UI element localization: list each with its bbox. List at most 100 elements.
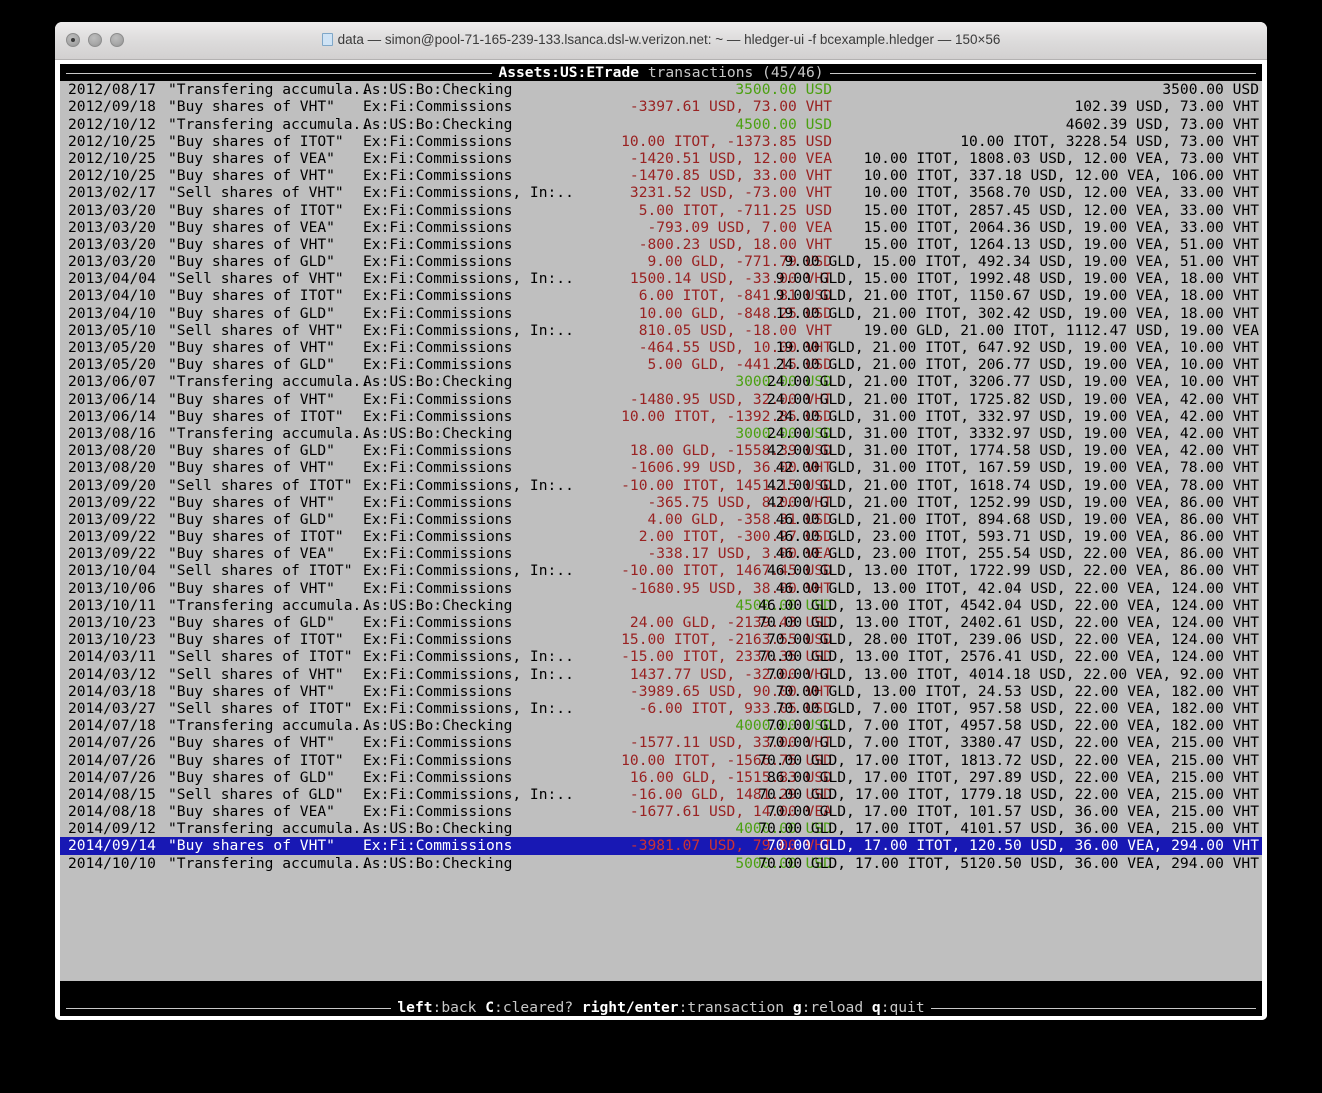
row-date: 2012/08/17 [68, 81, 156, 99]
table-row[interactable]: 2014/03/18 "Buy shares of VHT" Ex:Fi:Commi… [60, 683, 1262, 700]
table-row[interactable]: 2014/09/14 "Buy shares of VHT" Ex:Fi:Commi… [60, 837, 1262, 855]
status-key[interactable]: q [871, 998, 881, 1016]
table-row[interactable]: 2013/08/16 "Transfering accumula.. As:US:B… [60, 425, 1262, 442]
table-row[interactable]: 2013/10/23 "Buy shares of GLD" Ex:Fi:Commi… [60, 614, 1262, 631]
header-account: Assets:US:ETrade [498, 64, 640, 81]
table-row[interactable]: 2013/09/22 "Buy shares of VHT" Ex:Fi:Commi… [60, 494, 1262, 511]
status-key[interactable]: g [792, 998, 802, 1016]
table-row[interactable]: 2013/06/14 "Buy shares of ITOT" Ex:Fi:Comm… [60, 408, 1262, 425]
zoom-button[interactable] [110, 33, 124, 47]
table-row[interactable]: 2014/07/26 "Buy shares of VHT" Ex:Fi:Commi… [60, 734, 1262, 751]
table-row[interactable]: 2014/10/10 "Transfering accumula.. As:US:B… [60, 855, 1262, 872]
table-row[interactable]: 2012/09/18 "Buy shares of VHT" Ex:Fi:Commi… [60, 98, 1262, 115]
table-row[interactable]: 2013/03/20 "Buy shares of ITOT" Ex:Fi:Comm… [60, 202, 1262, 219]
table-row[interactable]: 2014/07/18 "Transfering accumula.. As:US:B… [60, 717, 1262, 734]
row-balance: 15.00 ITOT, 2064.36 USD, 19.00 VEA, 33.0… [863, 218, 1259, 236]
table-row[interactable]: 2013/06/07 "Transfering accumula.. As:US:B… [60, 373, 1262, 390]
row-balance: 70.00 GLD, 17.00 ITOT, 120.50 USD, 36.00… [766, 837, 1259, 855]
table-row[interactable]: 2012/10/25 "Buy shares of VHT" Ex:Fi:Commi… [60, 167, 1262, 184]
table-row[interactable]: 2014/03/11 "Sell shares of ITOT" Ex:Fi:Com… [60, 648, 1262, 665]
minimize-button[interactable] [88, 33, 102, 47]
table-row[interactable]: 2014/08/18 "Buy shares of VEA" Ex:Fi:Commi… [60, 803, 1262, 820]
row-date: 2013/10/04 [68, 562, 156, 580]
table-row[interactable]: 2013/03/20 "Buy shares of GLD" Ex:Fi:Commi… [60, 253, 1262, 270]
close-button[interactable] [66, 33, 80, 47]
status-key[interactable]: right/enter [581, 998, 679, 1016]
row-date: 2014/07/18 [68, 717, 156, 735]
table-row[interactable]: 2012/10/25 "Buy shares of VEA" Ex:Fi:Commi… [60, 150, 1262, 167]
row-account: Ex:Fi:Commissions, In:.. [363, 184, 574, 202]
table-row[interactable]: 2013/09/22 "Buy shares of GLD" Ex:Fi:Commi… [60, 511, 1262, 528]
row-description: "Buy shares of GLD" [168, 442, 335, 460]
table-row[interactable]: 2013/09/22 "Buy shares of ITOT" Ex:Fi:Comm… [60, 528, 1262, 545]
table-row[interactable]: 2014/09/12 "Transfering accumula.. As:US:B… [60, 820, 1262, 837]
table-row[interactable]: 2013/04/10 "Buy shares of GLD" Ex:Fi:Commi… [60, 305, 1262, 322]
row-date: 2013/10/23 [68, 631, 156, 649]
row-date: 2014/09/12 [68, 820, 156, 838]
row-description: "Buy shares of VHT" [168, 734, 335, 752]
row-amount: 4000.00 USD [735, 820, 832, 838]
row-date: 2013/05/20 [68, 356, 156, 374]
window-titlebar[interactable]: data — simon@pool-71-165-239-133.lsanca.… [55, 22, 1267, 60]
row-account: As:US:Bo:Checking [363, 81, 513, 99]
table-row[interactable]: 2013/10/23 "Buy shares of ITOT" Ex:Fi:Comm… [60, 631, 1262, 648]
row-date: 2014/07/26 [68, 768, 156, 786]
window-controls[interactable] [66, 33, 124, 47]
table-row[interactable]: 2014/08/15 "Sell shares of GLD" Ex:Fi:Comm… [60, 786, 1262, 803]
row-amount: -1480.95 USD, 32.00 VHT [629, 390, 832, 408]
table-row[interactable]: 2013/04/10 "Buy shares of ITOT" Ex:Fi:Comm… [60, 287, 1262, 304]
row-amount: -16.00 GLD, 1481.29 USD [629, 785, 832, 803]
table-row[interactable]: 2012/08/17 "Transfering accumula.. As:US:B… [60, 81, 1262, 98]
row-balance: 70.00 GLD, 17.00 ITOT, 4101.57 USD, 36.0… [758, 820, 1259, 838]
table-row[interactable]: 2014/03/27 "Sell shares of ITOT" Ex:Fi:Com… [60, 700, 1262, 717]
window-title: data — simon@pool-71-165-239-133.lsanca.… [55, 32, 1267, 47]
row-amount: 3231.52 USD, -73.00 VHT [629, 184, 832, 202]
table-row[interactable]: 2013/03/20 "Buy shares of VEA" Ex:Fi:Commi… [60, 219, 1262, 236]
row-description: "Sell shares of ITOT" [168, 699, 353, 717]
table-row[interactable]: 2013/10/06 "Buy shares of VHT" Ex:Fi:Commi… [60, 580, 1262, 597]
row-description: "Buy shares of VEA" [168, 803, 335, 821]
row-description: "Transfering accumula.. [168, 717, 371, 735]
row-description: "Buy shares of GLD" [168, 356, 335, 374]
row-account: Ex:Fi:Commissions, In:.. [363, 270, 574, 288]
row-balance: 9.00 GLD, 15.00 ITOT, 1992.48 USD, 19.00… [775, 270, 1259, 288]
table-row[interactable]: 2014/03/12 "Sell shares of VHT" Ex:Fi:Comm… [60, 666, 1262, 683]
row-amount: 5000.00 USD [735, 854, 832, 872]
table-row[interactable]: 2012/10/12 "Transfering accumula.. As:US:B… [60, 116, 1262, 133]
row-date: 2013/09/20 [68, 476, 156, 494]
row-amount: -10.00 ITOT, 1451.15 USD [621, 476, 832, 494]
table-row[interactable]: 2012/10/25 "Buy shares of ITOT" Ex:Fi:Comm… [60, 133, 1262, 150]
bottom-bars: left:back C:cleared? right/enter:transac… [60, 981, 1262, 1016]
table-row[interactable]: 2013/05/20 "Buy shares of GLD" Ex:Fi:Commi… [60, 356, 1262, 373]
row-description: "Buy shares of ITOT" [168, 201, 344, 219]
table-row[interactable]: 2013/04/04 "Sell shares of VHT" Ex:Fi:Comm… [60, 270, 1262, 287]
row-amount: -1470.85 USD, 33.00 VHT [629, 167, 832, 185]
row-description: "Buy shares of VHT" [168, 339, 335, 356]
status-bar-items[interactable]: left:back C:cleared? right/enter:transac… [397, 999, 924, 1016]
table-row[interactable]: 2013/06/14 "Buy shares of VHT" Ex:Fi:Commi… [60, 391, 1262, 408]
row-account: Ex:Fi:Commissions [363, 493, 513, 511]
row-balance: 24.00 GLD, 21.00 ITOT, 3206.77 USD, 19.0… [766, 373, 1259, 391]
transactions-table[interactable]: 2012/08/17 "Transfering accumula.. As:US:B… [60, 81, 1262, 982]
table-row[interactable]: 2014/07/26 "Buy shares of ITOT" Ex:Fi:Comm… [60, 752, 1262, 769]
terminal-screen: Assets:US:ETrade transactions (45/46) 20… [60, 64, 1262, 1016]
row-amount: -3989.65 USD, 90.00 VHT [629, 682, 832, 700]
table-row[interactable]: 2013/08/20 "Buy shares of GLD" Ex:Fi:Commi… [60, 442, 1262, 459]
row-description: "Transfering accumula.. [168, 854, 371, 872]
table-row[interactable]: 2013/05/10 "Sell shares of VHT" Ex:Fi:Comm… [60, 322, 1262, 339]
table-row[interactable]: 2013/10/11 "Transfering accumula.. As:US:B… [60, 597, 1262, 614]
row-description: "Buy shares of GLD" [168, 510, 335, 528]
status-key[interactable]: C [485, 998, 495, 1016]
table-row[interactable]: 2013/08/20 "Buy shares of VHT" Ex:Fi:Commi… [60, 459, 1262, 476]
row-balance: 46.00 GLD, 23.00 ITOT, 593.71 USD, 19.00… [775, 528, 1259, 546]
table-row[interactable]: 2013/09/20 "Sell shares of ITOT" Ex:Fi:Com… [60, 477, 1262, 494]
table-row[interactable]: 2013/10/04 "Sell shares of ITOT" Ex:Fi:Com… [60, 562, 1262, 579]
table-row[interactable]: 2013/09/22 "Buy shares of VEA" Ex:Fi:Commi… [60, 545, 1262, 562]
table-row[interactable]: 2013/05/20 "Buy shares of VHT" Ex:Fi:Commi… [60, 339, 1262, 356]
table-row[interactable]: 2014/07/26 "Buy shares of GLD" Ex:Fi:Commi… [60, 769, 1262, 786]
row-date: 2012/10/25 [68, 149, 156, 167]
status-key[interactable]: left [397, 998, 433, 1016]
table-row[interactable]: 2013/02/17 "Sell shares of VHT" Ex:Fi:Comm… [60, 184, 1262, 201]
table-row[interactable]: 2013/03/20 "Buy shares of VHT" Ex:Fi:Commi… [60, 236, 1262, 253]
row-account: Ex:Fi:Commissions [363, 407, 513, 425]
